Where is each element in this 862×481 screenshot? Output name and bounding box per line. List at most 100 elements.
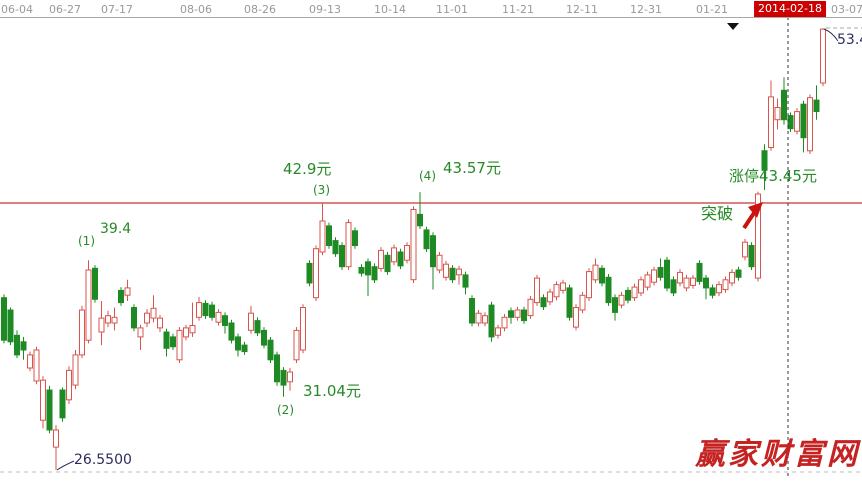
annotation-last-price: 53.4 [837,32,862,48]
axis-tick-date: 08-06 [180,3,212,16]
candle [794,111,800,132]
candle [631,286,638,299]
candle [436,254,443,271]
candle [748,245,755,268]
candle [326,225,332,246]
candle [27,354,33,369]
axis-tick-date: 09-13 [309,3,341,16]
candle [774,107,781,121]
candle [196,302,202,318]
candle [1,297,7,341]
axis-tick-date: 12-11 [566,3,598,16]
candle [514,309,521,318]
candle [339,245,345,268]
candle [521,309,527,322]
candle [820,28,826,84]
candle [599,267,605,284]
candle [391,247,397,263]
candle [248,312,254,331]
low-price-connector [56,460,75,471]
annotation-limit-up: 涨停43.45元 [729,167,817,185]
candle [404,245,410,261]
candle [202,302,209,317]
candle [807,97,813,152]
candle [586,271,592,299]
candle [592,264,599,281]
candle [274,354,280,383]
candle [625,289,631,301]
axis-tick-date: 11-21 [502,3,534,16]
axis-tick-date: 06-04 [1,3,33,16]
candle [85,269,92,341]
candle [215,311,222,323]
date-marker-triangle-icon [727,23,739,30]
watermark: 赢家财富网 [695,438,860,471]
candle [397,251,404,267]
candle [384,254,391,273]
candle [449,267,456,281]
annotation-breakout: 突破 [701,204,734,223]
candle [716,284,722,294]
candle [98,317,105,333]
candle [287,371,293,383]
candle [358,267,365,274]
candle [696,262,703,282]
candle [534,277,540,304]
candle [547,291,553,303]
candle [124,287,131,296]
candle [378,249,384,269]
candle [560,282,566,291]
candle [222,315,228,327]
candle [456,268,462,276]
candle [553,284,560,298]
candle [306,262,313,284]
annotation-point2-marker: (2) [277,403,294,417]
candle [664,259,670,289]
candle [690,277,696,286]
candle [423,229,430,250]
candle [482,315,488,324]
candle [566,287,573,318]
candle [469,298,475,324]
candle [579,294,586,311]
candle [495,327,501,336]
candle [72,354,79,386]
candle [46,389,53,431]
axis-tick-date: 01-21 [696,3,728,16]
candle [365,261,371,276]
candle [313,248,319,299]
axis-tick-date: 12-31 [630,3,662,16]
candle [345,222,352,268]
candle [709,287,716,296]
candle [131,307,137,329]
axis-tick-date: 07-17 [101,3,133,16]
annotation-point2-price: 31.04元 [303,382,361,400]
axis-tick-date: 06-27 [49,3,81,16]
candle [79,309,85,356]
candle [605,276,612,304]
candle [267,339,274,361]
candle [722,279,729,291]
candle [410,209,417,281]
annotation-point3-price: 42.9元 [283,160,332,178]
candle [488,304,495,338]
candle [573,307,579,328]
candle [352,230,358,247]
axis-tick-date: 11-01 [436,3,468,16]
candle [501,316,508,329]
candle [612,297,618,313]
x-axis-line [0,17,862,18]
annotation-point3-marker: (3) [313,183,330,197]
candle [729,271,735,284]
candle [417,213,423,227]
candle [261,329,267,346]
candle [183,327,189,338]
candle [157,317,163,329]
candle [144,312,150,324]
annotation-low-price: 26.5500 [74,452,132,468]
candle [163,331,170,349]
candle [800,103,807,139]
candle [651,269,657,283]
candle [176,329,183,361]
candle [462,274,469,288]
